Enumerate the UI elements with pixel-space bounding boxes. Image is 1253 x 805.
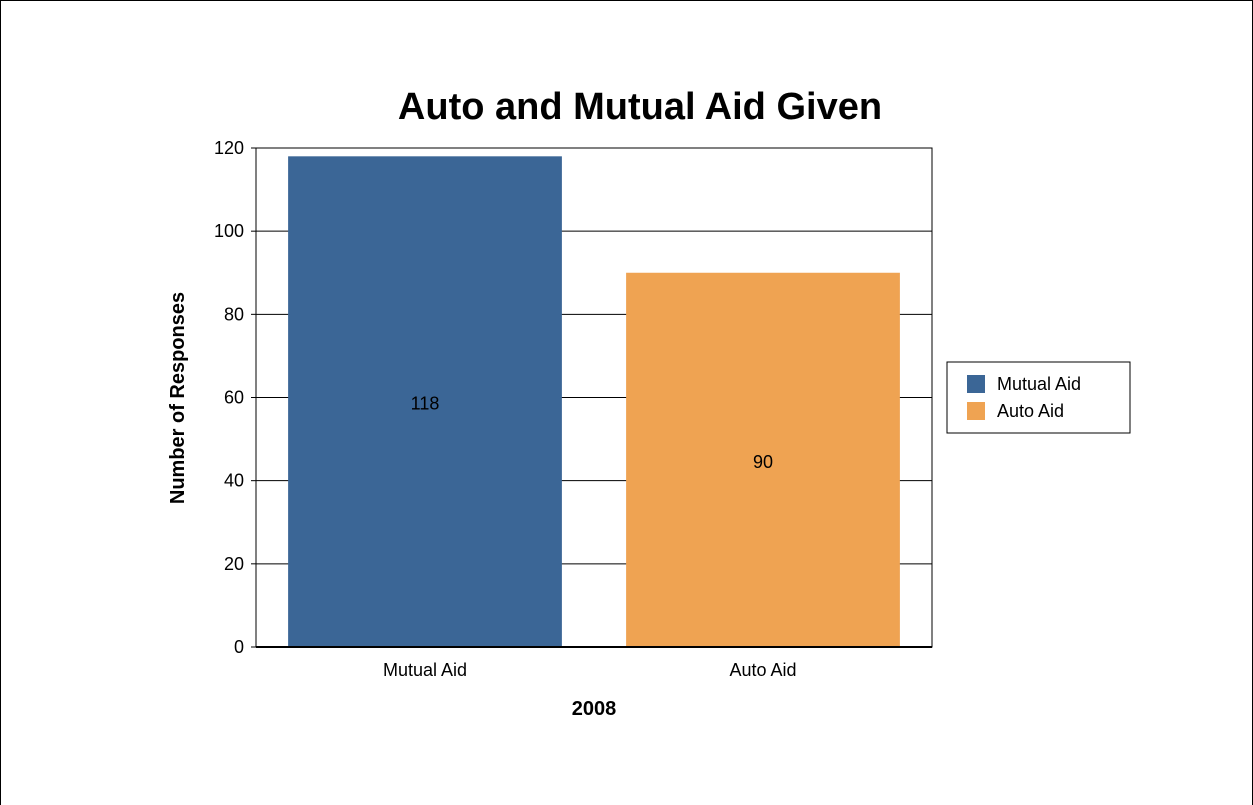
x-tick-label: Auto Aid <box>729 660 796 680</box>
chart-title: Auto and Mutual Aid Given <box>398 86 882 128</box>
y-tick-label: 100 <box>214 221 244 241</box>
legend-box <box>946 361 1131 434</box>
y-tick-label: 80 <box>224 304 244 324</box>
data-label: 90 <box>753 452 773 472</box>
y-tick-label: 120 <box>214 138 244 158</box>
y-tick-label: 20 <box>224 554 244 574</box>
y-tick-label: 40 <box>224 471 244 491</box>
legend: Mutual Aid Auto Aid <box>946 361 1131 434</box>
x-axis-ticks: Mutual Aid Auto Aid <box>383 660 797 680</box>
legend-swatch-auto-aid <box>967 402 985 420</box>
legend-swatch-mutual-aid <box>967 375 985 393</box>
y-axis-ticks: 0 20 40 60 80 100 120 <box>214 138 256 657</box>
bar-mutual-aid <box>288 156 562 648</box>
x-tick-label: Mutual Aid <box>383 660 467 680</box>
data-label: 118 <box>411 394 440 414</box>
bars <box>288 156 900 648</box>
y-tick-label: 60 <box>224 388 244 408</box>
x-axis-label: 2008 <box>572 698 617 720</box>
y-axis-label: Number of Responses <box>167 292 189 504</box>
data-labels: 118 90 <box>411 394 773 472</box>
legend-label-auto-aid: Auto Aid <box>997 401 1064 421</box>
legend-label-mutual-aid: Mutual Aid <box>997 374 1081 394</box>
y-tick-label: 0 <box>234 637 244 657</box>
bar-auto-aid <box>626 272 900 647</box>
